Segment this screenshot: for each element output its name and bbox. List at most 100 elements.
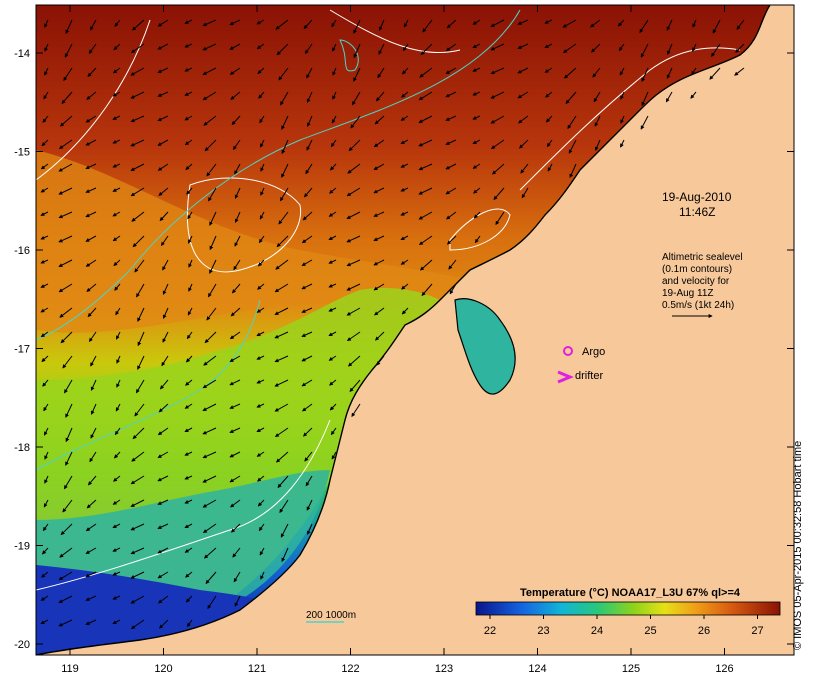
velocity-arrow — [229, 403, 241, 409]
velocity-arrow — [418, 91, 433, 101]
velocity-arrow — [377, 67, 385, 79]
velocity-arrow — [202, 499, 217, 508]
velocity-arrow — [43, 403, 49, 412]
velocity-arrow — [234, 163, 241, 175]
velocity-arrow — [641, 91, 649, 107]
velocity-arrow — [472, 43, 481, 49]
velocity-arrow — [206, 307, 217, 321]
velocity-arrow — [87, 307, 97, 318]
velocity-arrow — [305, 163, 313, 175]
velocity-arrow — [403, 19, 409, 28]
velocity-arrow — [547, 163, 553, 172]
velocity-arrow — [60, 331, 73, 344]
velocity-arrow — [130, 115, 145, 123]
velocity-arrow — [112, 163, 121, 168]
velocity-arrow — [161, 355, 169, 367]
velocity-arrow — [112, 619, 121, 625]
velocity-arrow — [64, 43, 73, 58]
velocity-arrow — [131, 211, 145, 222]
velocity-arrow — [445, 187, 457, 195]
velocity-arrow — [562, 43, 577, 54]
velocity-arrow — [346, 235, 361, 243]
velocity-arrow — [186, 619, 193, 628]
colorbar-tick-label: 25 — [644, 625, 656, 637]
velocity-arrow — [58, 187, 73, 195]
velocity-arrow — [42, 115, 49, 123]
velocity-arrow — [373, 187, 385, 194]
velocity-arrow — [229, 379, 241, 386]
velocity-arrow — [63, 475, 73, 490]
x-tick-label: 126 — [715, 663, 733, 675]
velocity-arrow — [85, 139, 97, 146]
velocity-arrow — [87, 475, 97, 486]
plot-frame — [35, 4, 795, 656]
velocity-arrow — [131, 451, 145, 462]
velocity-arrow — [260, 187, 265, 196]
velocity-arrow — [85, 523, 97, 532]
velocity-arrow — [40, 259, 49, 264]
velocity-arrow — [401, 67, 409, 75]
velocity-arrow — [184, 115, 193, 121]
velocity-arrow — [259, 139, 265, 148]
x-axis: 119 120 121 122 123 124 125 126 — [61, 5, 734, 675]
velocity-arrow — [113, 475, 121, 482]
velocity-arrow — [157, 91, 169, 97]
velocity-arrow — [281, 547, 289, 563]
drifter-marker-icon — [557, 370, 574, 384]
velocity-arrow — [301, 331, 313, 337]
velocity-arrow — [304, 451, 313, 462]
velocity-arrow — [402, 43, 409, 52]
velocity-arrow — [130, 595, 145, 604]
velocity-arrow — [44, 43, 49, 52]
velocity-arrow — [256, 19, 265, 25]
velocity-arrow — [185, 355, 193, 363]
velocity-arrow — [160, 235, 169, 247]
velocity-arrow — [187, 235, 193, 244]
velocity-arrow — [565, 91, 577, 105]
velocity-arrow — [40, 235, 49, 240]
credit-text: © IMOS 05-Apr-2015 00:32:58 Hobart time — [792, 440, 804, 650]
velocity-arrow — [130, 139, 145, 147]
velocity-arrow — [472, 115, 481, 120]
velocity-arrow — [374, 115, 385, 125]
velocity-arrow — [346, 283, 361, 291]
altimetry-line-5: 0.5m/s (1kt 24h) — [662, 300, 734, 311]
velocity-arrow — [204, 139, 217, 152]
velocity-arrow — [373, 283, 385, 291]
velocity-arrow — [346, 331, 361, 342]
velocity-arrow — [114, 19, 121, 27]
velocity-arrow — [593, 91, 601, 103]
velocity-arrow — [114, 283, 121, 291]
velocity-arrow — [162, 307, 169, 319]
velocity-arrow — [58, 619, 73, 627]
velocity-arrow — [328, 259, 337, 264]
velocity-arrow — [90, 355, 97, 367]
velocity-arrow — [373, 235, 385, 241]
velocity-arrow — [40, 211, 49, 216]
velocity-arrow — [639, 19, 649, 34]
velocity-arrow — [690, 91, 697, 99]
velocity-arrow — [331, 115, 337, 124]
velocity-arrow — [85, 619, 97, 625]
velocity-arrow — [472, 139, 481, 145]
y-tick-label: -19 — [14, 541, 30, 553]
velocity-arrow — [374, 307, 385, 316]
velocity-arrow — [472, 163, 481, 169]
velocity-arrow — [229, 475, 241, 483]
velocity-arrow — [692, 19, 697, 28]
velocity-arrow — [184, 67, 193, 72]
velocity-arrow — [691, 67, 697, 76]
velocity-arrow — [130, 475, 145, 485]
velocity-arrow — [59, 115, 73, 127]
velocity-arrow — [375, 331, 385, 341]
velocity-arrow — [202, 67, 217, 76]
velocity-arrow — [376, 355, 385, 366]
velocity-arrow — [520, 163, 529, 174]
velocity-arrow — [401, 283, 409, 290]
colorbar-tick-label: 23 — [537, 625, 549, 637]
velocity-arrow — [474, 235, 481, 244]
velocity-arrow — [563, 67, 577, 79]
sst-warm-patch — [36, 150, 470, 333]
velocity-arrow — [331, 43, 337, 52]
velocity-arrow — [490, 19, 505, 28]
